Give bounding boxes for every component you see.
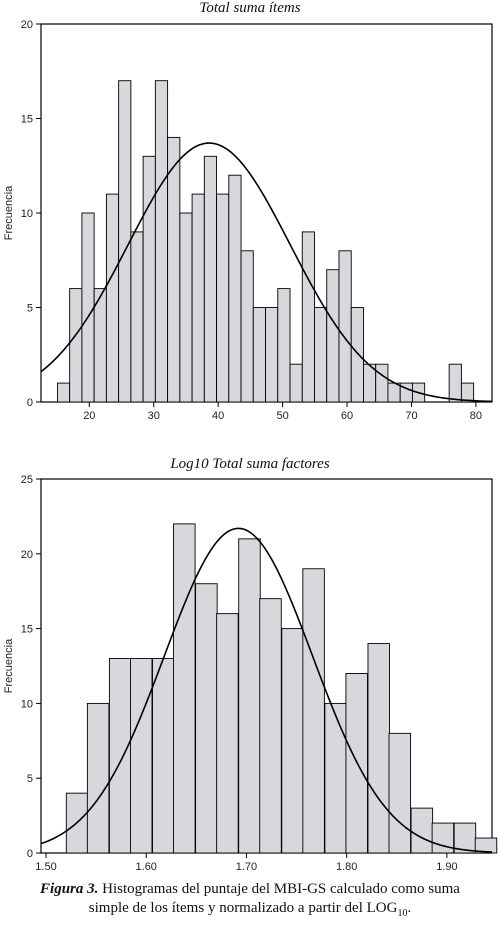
caption-line2: simple de los ítems y normalizado a part… — [88, 900, 398, 916]
histogram-bar — [81, 212, 95, 403]
y-tick-label: 15 — [21, 114, 33, 126]
x-tick-label: 40 — [212, 410, 224, 422]
histogram-bar — [154, 80, 169, 403]
histogram-bar — [388, 732, 412, 854]
x-tick-label: 1.90 — [436, 861, 457, 873]
y-tick-label: 0 — [27, 397, 33, 409]
histogram-bar — [179, 212, 193, 403]
histogram-bar — [108, 658, 132, 854]
y-tick-label: 15 — [21, 624, 33, 636]
histogram-bar — [195, 583, 218, 854]
histogram-bar — [326, 269, 340, 403]
y-tick-label: 20 — [21, 20, 33, 31]
histogram-bar — [410, 807, 434, 854]
caption-end: . — [407, 900, 412, 916]
x-tick-label: 1.60 — [136, 861, 157, 873]
x-tick-label: 1.80 — [336, 861, 357, 873]
x-tick-label: 80 — [470, 410, 482, 422]
histogram-bar — [216, 613, 239, 854]
histogram-bar — [350, 307, 364, 403]
histogram-bar — [167, 136, 181, 403]
x-tick-label: 30 — [148, 410, 160, 422]
normal-curve — [40, 142, 493, 403]
x-tick-label: 50 — [276, 410, 288, 422]
chart-title-log10-total-suma-factores: Log10 Total suma factores — [170, 456, 330, 472]
histogram-bar — [431, 822, 455, 854]
histogram-bar — [216, 193, 230, 403]
histogram-bar — [474, 837, 498, 854]
y-tick-label: 25 — [21, 475, 33, 486]
y-tick-label: 10 — [21, 208, 33, 220]
histogram-bar — [281, 628, 304, 854]
histogram-bar — [277, 288, 291, 403]
y-axis-label: Frecuencia — [3, 638, 15, 693]
histogram-bar — [105, 193, 120, 403]
x-tick-label: 1.70 — [236, 861, 257, 873]
histogram-bar — [367, 643, 390, 854]
caption-subscript: 10 — [397, 908, 408, 919]
histogram-bar — [191, 193, 205, 403]
histogram-bar — [301, 231, 315, 403]
histogram-total-suma-items: 0 5 10 15 20 20 30 40 50 60 70 80 Frecuencia — [3, 20, 493, 422]
histogram-bar — [302, 568, 325, 854]
x-tick-label: 60 — [341, 410, 353, 422]
histogram-bar — [324, 702, 347, 854]
histogram-bar — [460, 382, 475, 403]
x-tick-label: 20 — [83, 410, 95, 422]
x-tick-label: 70 — [405, 410, 417, 422]
histogram-bar — [69, 288, 83, 403]
y-tick-label: 5 — [27, 773, 33, 785]
y-tick-label: 0 — [27, 848, 33, 860]
histogram-bar — [129, 658, 153, 854]
x-tick-label: 1.50 — [35, 861, 56, 873]
histogram-log10-total-suma-factores: 0 5 10 15 20 25 1.50 1.60 1.70 1.80 1.90 Frecuencia — [3, 475, 498, 873]
histogram-bar — [173, 523, 196, 854]
histogram-bar — [130, 231, 144, 403]
histogram-bar — [56, 382, 71, 403]
histogram-bar — [252, 307, 266, 403]
caption-figure-label: Figura 3. — [40, 881, 99, 897]
y-axis-label: Frecuencia — [3, 185, 15, 240]
y-tick-label: 5 — [27, 303, 33, 315]
histogram-bar — [240, 250, 254, 403]
y-tick-label: 20 — [21, 549, 33, 561]
histogram-bar — [152, 658, 175, 854]
histogram-bar — [265, 307, 279, 403]
y-tick-label: 10 — [21, 698, 33, 710]
histogram-bar — [203, 155, 218, 403]
chart-title-total-suma-items: Total suma ítems — [199, 0, 301, 16]
histogram-bar — [142, 155, 156, 403]
histogram-bar — [93, 288, 107, 403]
histogram-bar — [228, 174, 242, 403]
normal-curve — [40, 527, 493, 853]
histogram-bar — [289, 363, 303, 403]
histogram-bar — [86, 702, 110, 854]
histogram-bar — [238, 538, 261, 854]
histogram-bar — [387, 382, 401, 403]
caption-line1: Histogramas del puntaje del MBI-GS calcu… — [98, 881, 460, 897]
histogram-bar — [448, 363, 462, 403]
histogram-bar — [338, 250, 352, 403]
histogram-bar — [259, 598, 282, 854]
histogram-bar — [375, 363, 389, 403]
figure-caption: Figura 3. Histogramas del puntaje del MB… — [0, 880, 500, 923]
histogram-bar — [314, 307, 328, 403]
